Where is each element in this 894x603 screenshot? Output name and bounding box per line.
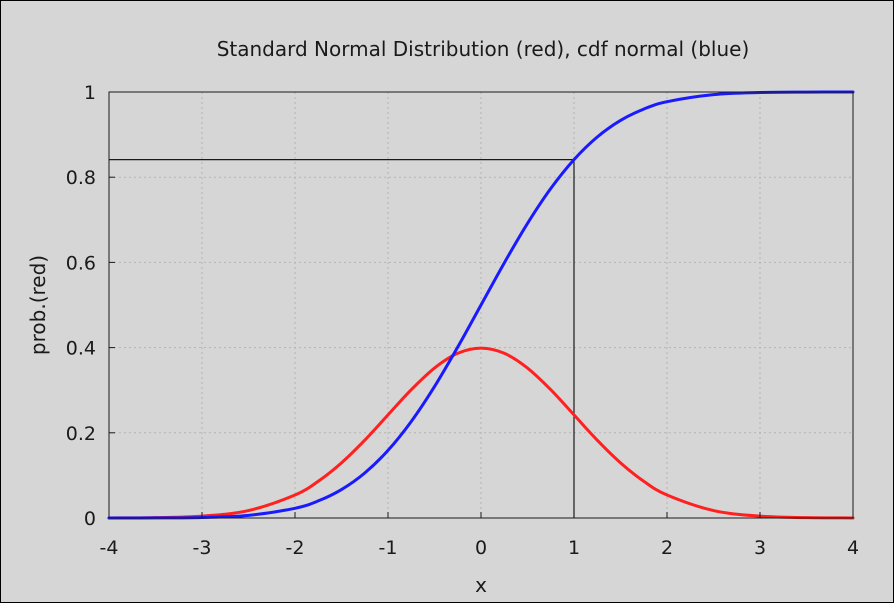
x-tick-label: 1 — [568, 537, 580, 559]
pdf-curve — [107, 346, 855, 520]
y-tick-label: 1 — [84, 82, 96, 104]
chart-title: Standard Normal Distribution (red), cdf … — [217, 37, 750, 61]
y-axis-label: prob.(red) — [26, 255, 50, 355]
y-tick-label: 0.8 — [66, 167, 96, 189]
x-tick-label: -1 — [379, 537, 398, 559]
y-tick-label: 0.2 — [66, 423, 96, 445]
x-tick-label: 0 — [475, 537, 487, 559]
cdf-curve — [107, 90, 855, 520]
tick-layer: -4 -3 -2 -1 0 1 2 3 4 0 0.2 0.4 0.6 0.8 1 — [66, 82, 859, 559]
x-tick-label: -3 — [193, 537, 212, 559]
y-tick-label: 0 — [84, 508, 96, 530]
x-tick-label: 2 — [661, 537, 673, 559]
series-layer — [107, 90, 855, 520]
x-tick-label: -2 — [286, 537, 305, 559]
reference-lines-layer — [109, 159, 575, 518]
y-tick-label: 0.6 — [66, 252, 96, 274]
x-axis-label: x — [475, 573, 487, 597]
x-tick-label: 4 — [847, 537, 859, 559]
y-tick-label: 0.4 — [66, 338, 96, 360]
x-tick-label: 3 — [754, 537, 766, 559]
x-tick-label: -4 — [100, 537, 119, 559]
